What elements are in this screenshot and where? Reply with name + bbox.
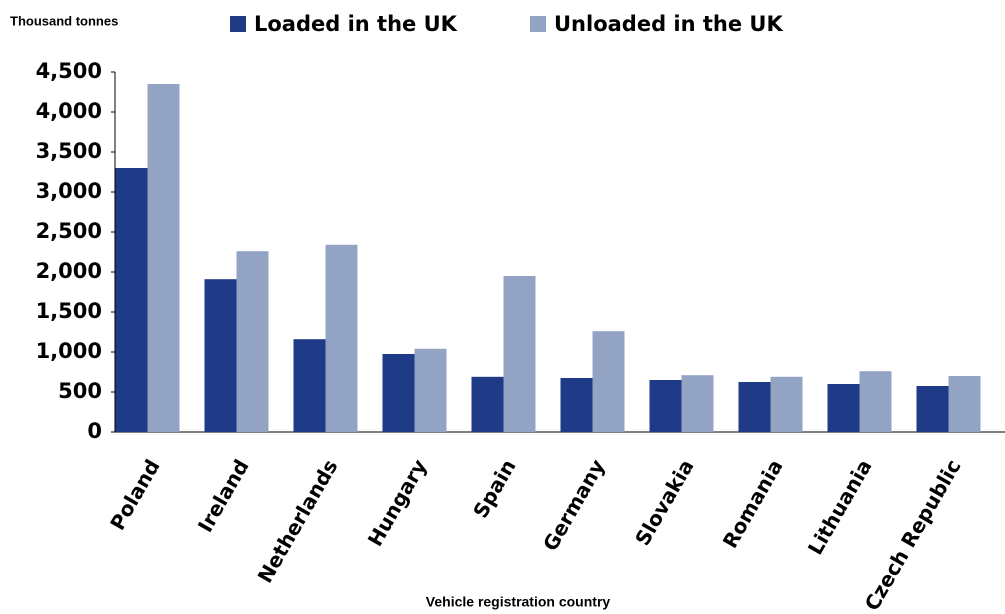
y-tick-label: 0 [87,419,102,443]
bar [325,244,358,432]
y-axis-label: Thousand tonnes [10,13,118,28]
y-tick-label: 3,000 [36,179,102,203]
legend-label: Unloaded in the UK [554,12,783,36]
y-tick-label: 4,500 [36,59,102,83]
x-tick-label: Romania [718,455,788,552]
bar [560,378,593,432]
y-tick-label: 1,500 [36,299,102,323]
bar [293,339,326,432]
bar [649,380,682,432]
bar [592,331,625,432]
legend-swatch [230,16,246,32]
bar [236,251,269,432]
legend-label: Loaded in the UK [254,12,458,36]
bar [414,348,447,432]
bar [859,371,892,432]
x-tick-label: Ireland [193,455,254,536]
y-tick-label: 500 [58,379,102,403]
y-tick-label: 3,500 [36,139,102,163]
bar [471,376,504,432]
bar [916,386,949,432]
y-tick-label: 4,000 [36,99,102,123]
bar [770,376,803,432]
bar [204,279,237,432]
y-tick-label: 2,000 [36,259,102,283]
bar [948,376,981,432]
x-tick-label: Poland [105,455,164,534]
y-tick-label: 1,000 [36,339,102,363]
bar [738,382,771,432]
bar [681,375,714,432]
x-tick-label: Hungary [363,455,432,550]
x-tick-label: Czech Republic [860,455,966,614]
x-tick-label: Lithuania [803,455,877,559]
bar [147,84,180,432]
legend-swatch [530,16,546,32]
x-tick-label: Netherlands [253,455,343,587]
bar [382,354,415,432]
x-axis-label: Vehicle registration country [426,594,611,610]
x-tick-label: Slovakia [630,455,698,549]
x-tick-label: Spain [468,455,520,522]
bar [115,168,148,432]
x-tick-label: Germany [538,455,610,555]
bar [503,276,536,432]
y-tick-label: 2,500 [36,219,102,243]
bar [827,384,860,432]
